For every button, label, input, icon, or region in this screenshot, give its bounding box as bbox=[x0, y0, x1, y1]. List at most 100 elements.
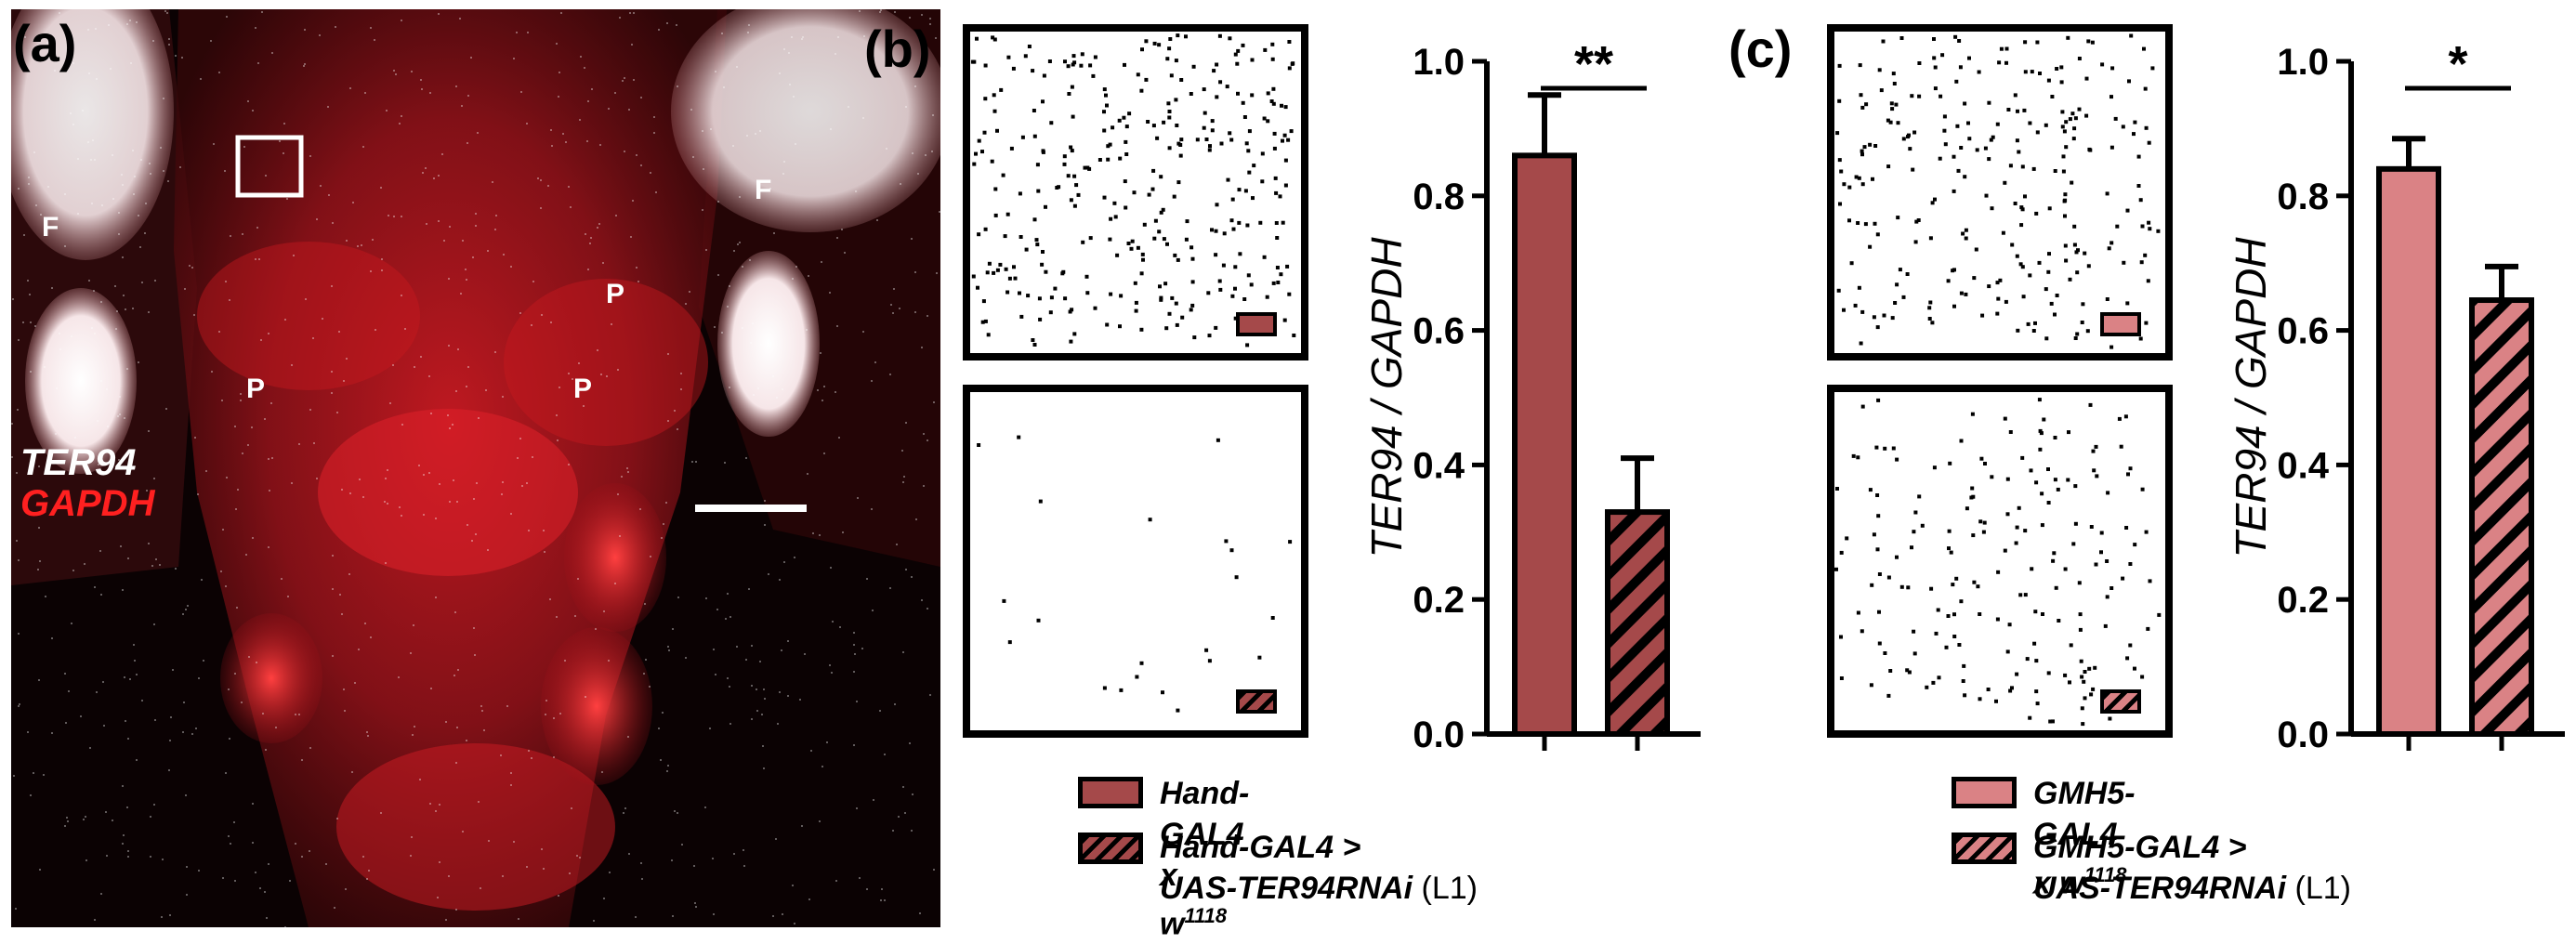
speckle-dot bbox=[685, 303, 687, 305]
dot bbox=[1228, 131, 1232, 136]
dot bbox=[1111, 125, 1115, 130]
speckle-dot bbox=[510, 266, 512, 268]
dot bbox=[1044, 269, 1048, 274]
dot bbox=[2091, 687, 2096, 691]
dot bbox=[1076, 192, 1081, 197]
speckle-dot bbox=[830, 128, 832, 130]
speckle-dot bbox=[422, 172, 424, 174]
speckle-dot bbox=[929, 23, 931, 25]
dot bbox=[1162, 120, 1166, 125]
speckle-dot bbox=[271, 457, 273, 459]
speckle-dot bbox=[627, 471, 629, 473]
dot bbox=[2053, 169, 2057, 173]
speckle-dot bbox=[16, 472, 18, 474]
dot bbox=[2082, 679, 2086, 684]
speckle-dot bbox=[494, 351, 496, 353]
dot bbox=[977, 443, 981, 447]
dot bbox=[2128, 466, 2133, 471]
speckle-dot bbox=[884, 899, 886, 901]
dot bbox=[2109, 95, 2113, 99]
speckle-dot bbox=[182, 613, 184, 615]
speckle-dot bbox=[169, 914, 171, 916]
speckle-dot bbox=[510, 513, 512, 515]
dot bbox=[1040, 262, 1045, 267]
dot bbox=[2066, 478, 2070, 482]
speckle-dot bbox=[66, 817, 68, 819]
speckle-dot bbox=[28, 183, 30, 185]
dot bbox=[1105, 103, 1109, 108]
speckle-dot bbox=[72, 62, 74, 64]
dot bbox=[1888, 120, 1893, 125]
speckle-dot bbox=[183, 701, 185, 703]
dot bbox=[1839, 169, 1844, 174]
dot bbox=[1202, 87, 1206, 92]
speckle-dot bbox=[832, 621, 834, 623]
speckle-dot bbox=[614, 583, 616, 584]
dot bbox=[1871, 177, 1874, 181]
speckle-dot bbox=[911, 830, 913, 832]
dot bbox=[1207, 148, 1212, 152]
dot bbox=[2015, 138, 2019, 143]
dot bbox=[1216, 438, 1220, 442]
dot bbox=[980, 150, 984, 154]
speckle-dot bbox=[853, 644, 855, 646]
speckle-dot bbox=[925, 154, 927, 156]
dot bbox=[1127, 111, 1132, 116]
speckle-dot bbox=[921, 347, 923, 348]
speckle-dot bbox=[30, 794, 32, 796]
dot bbox=[1031, 338, 1035, 342]
dot bbox=[2034, 211, 2039, 216]
dot bbox=[1972, 580, 1977, 584]
speckle-dot bbox=[810, 750, 812, 752]
speckle-dot bbox=[68, 690, 70, 692]
dot bbox=[986, 333, 991, 337]
dot bbox=[1063, 296, 1068, 301]
dot bbox=[970, 59, 975, 64]
dot bbox=[1069, 198, 1073, 203]
speckle-dot bbox=[168, 44, 170, 46]
speckle-dot bbox=[579, 857, 581, 859]
dot bbox=[1241, 43, 1245, 47]
speckle-dot bbox=[438, 175, 440, 177]
dot bbox=[2010, 243, 2015, 247]
dot bbox=[1222, 231, 1227, 236]
speckle-dot bbox=[559, 72, 560, 73]
dot bbox=[1917, 61, 1922, 65]
dot bbox=[2126, 472, 2130, 477]
legend-b-swatch-rnai bbox=[1078, 833, 1143, 864]
dot bbox=[1870, 583, 1874, 587]
dot bbox=[1190, 256, 1195, 261]
speckle-dot bbox=[829, 664, 831, 666]
speckle-dot bbox=[88, 280, 90, 282]
speckle-dot bbox=[485, 389, 487, 391]
dot bbox=[2142, 46, 2146, 51]
speckle-dot bbox=[243, 146, 245, 148]
speckle-dot bbox=[252, 537, 254, 539]
speckle-dot bbox=[449, 427, 451, 429]
dot bbox=[1180, 315, 1185, 320]
dot bbox=[2136, 154, 2141, 159]
dot bbox=[1262, 255, 1267, 259]
speckle-dot bbox=[626, 467, 628, 469]
dot bbox=[2054, 585, 2058, 590]
speckle-dot bbox=[751, 645, 753, 647]
speckle-dot bbox=[228, 688, 230, 690]
speckle-dot bbox=[64, 193, 66, 195]
dot bbox=[1994, 699, 1998, 703]
speckle-dot bbox=[467, 142, 468, 144]
speckle-dot bbox=[623, 812, 624, 814]
speckle-dot bbox=[528, 750, 530, 752]
dot bbox=[999, 87, 1004, 92]
dot bbox=[2109, 241, 2114, 245]
dot bbox=[1937, 675, 1941, 680]
speckle-dot bbox=[553, 717, 555, 719]
dot bbox=[2078, 627, 2083, 632]
y-tick-label: 0.0 bbox=[2277, 715, 2329, 753]
speckle-dot bbox=[783, 561, 785, 563]
dot bbox=[1946, 279, 1951, 283]
dot bbox=[1104, 93, 1108, 98]
dot bbox=[1271, 281, 1276, 285]
dot bbox=[1176, 257, 1180, 262]
speckle-dot bbox=[583, 405, 585, 407]
speckle-dot bbox=[760, 344, 762, 346]
